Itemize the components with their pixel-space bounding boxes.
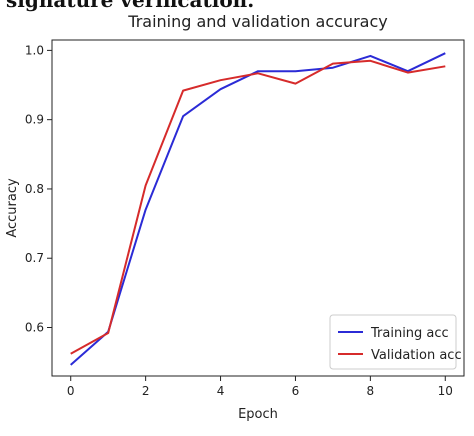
legend: Training acc Validation acc: [329, 314, 462, 370]
training-acc-line: [70, 52, 446, 366]
chart-title: Training and validation accuracy: [127, 12, 387, 31]
legend-label: Training acc: [370, 326, 449, 341]
x-tick-label: 4: [217, 384, 225, 398]
x-tick-label: 6: [292, 384, 300, 398]
y-tick-label: 0.6: [25, 321, 44, 335]
caption-fragment: signature verification.: [6, 0, 255, 12]
x-axis-title: Epoch: [238, 407, 278, 422]
y-tick-label: 0.8: [25, 182, 44, 196]
x-tick-label: 8: [367, 384, 375, 398]
x-tick-label: 10: [438, 384, 453, 398]
validation-acc-line: [70, 59, 446, 355]
y-axis-title: Accuracy: [5, 178, 20, 238]
legend-box: [329, 314, 457, 370]
x-tick-label: 0: [67, 384, 75, 398]
x-tick-label: 2: [142, 384, 150, 398]
y-tick-label: 1.0: [25, 43, 44, 57]
legend-label: Validation acc: [371, 348, 462, 363]
y-tick-label: 0.7: [25, 251, 44, 265]
y-tick-label: 0.9: [25, 113, 44, 127]
